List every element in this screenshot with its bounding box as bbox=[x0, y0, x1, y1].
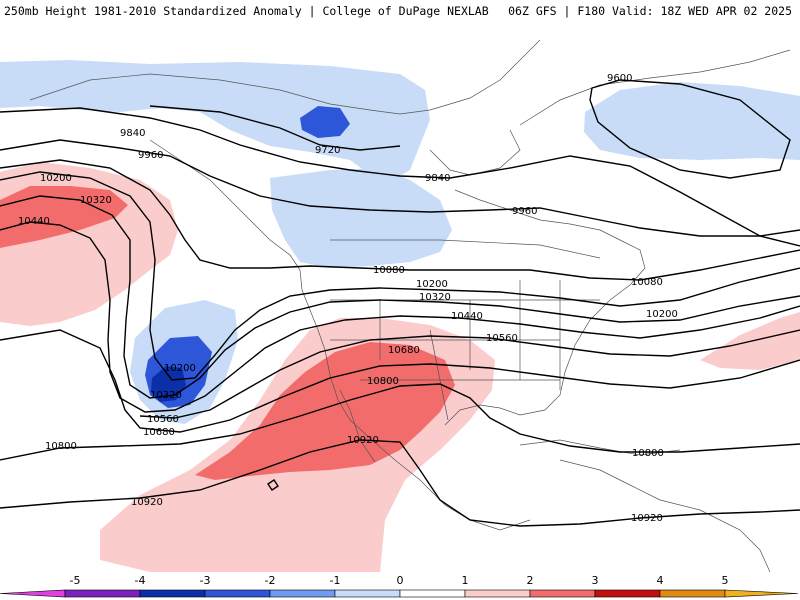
contour-label: 10560 bbox=[147, 414, 179, 425]
colorbar-tick-label: -4 bbox=[135, 574, 146, 587]
contour-label: 10080 bbox=[373, 265, 405, 276]
negative-anomaly-canada bbox=[270, 168, 452, 268]
colorbar-tick-label: 4 bbox=[657, 574, 664, 587]
contour-9960 bbox=[0, 139, 800, 237]
contour-label: 10320 bbox=[80, 195, 112, 206]
colorbar-swatch bbox=[269, 589, 336, 598]
contour-9840-a bbox=[0, 107, 800, 247]
contour-label: 10920 bbox=[131, 497, 163, 508]
contour-label: 10320 bbox=[150, 390, 182, 401]
negative-anomaly-alaska bbox=[0, 60, 430, 182]
contour-label: 10440 bbox=[451, 311, 483, 322]
contour-label: 10200 bbox=[416, 279, 448, 290]
contour-10680 bbox=[0, 329, 800, 433]
contour-label: 10920 bbox=[347, 435, 379, 446]
colorbar-swatch bbox=[594, 589, 661, 598]
colorbar-swatch bbox=[399, 589, 466, 598]
positive-anomaly-southwest-core bbox=[195, 342, 455, 480]
contour-label: 9600 bbox=[607, 73, 632, 84]
colorbar-tick-label: -5 bbox=[70, 574, 81, 587]
colorbar-swatches bbox=[0, 589, 799, 598]
contour-label: 9720 bbox=[315, 145, 340, 156]
contour-10440 bbox=[0, 221, 800, 413]
contour-label: 9840 bbox=[425, 173, 450, 184]
anomaly-map: 9600 9720 9840 9840 9960 9960 10080 1008… bbox=[0, 22, 800, 572]
contour-10920 bbox=[0, 439, 800, 527]
contour-label: 10800 bbox=[367, 376, 399, 387]
colorbar-tick-label: -3 bbox=[200, 574, 211, 587]
colorbar-swatch bbox=[0, 589, 66, 598]
contour-label: 10800 bbox=[632, 448, 664, 459]
model-run-info: 06Z GFS | F180 Valid: 18Z WED APR 02 202… bbox=[508, 4, 792, 18]
contour-small-loop bbox=[267, 479, 279, 491]
contour-10080 bbox=[0, 159, 800, 281]
contour-label: 10200 bbox=[40, 173, 72, 184]
colorbar-tick-labels: -5 -4 -3 -2 -1 0 1 2 3 4 5 bbox=[70, 574, 729, 587]
colorbar-tick-label: 3 bbox=[592, 574, 599, 587]
colorbar-swatch bbox=[334, 589, 401, 598]
colorbar-swatch bbox=[139, 589, 206, 598]
colorbar-swatch bbox=[659, 589, 726, 598]
colorbar-swatch bbox=[529, 589, 596, 598]
contour-label: 10800 bbox=[45, 441, 77, 452]
contour-9720 bbox=[149, 105, 401, 151]
colorbar-swatch bbox=[64, 589, 141, 598]
contour-label: 10560 bbox=[486, 333, 518, 344]
colorbar-tick-label: -2 bbox=[265, 574, 276, 587]
header: 250mb Height 1981-2010 Standardized Anom… bbox=[0, 0, 800, 22]
height-contours bbox=[0, 79, 800, 527]
contour-10200 bbox=[0, 171, 800, 381]
contour-label: 10200 bbox=[646, 309, 678, 320]
colorbar-tick-label: 0 bbox=[397, 574, 404, 587]
contour-10320 bbox=[0, 195, 800, 399]
positive-anomaly-pacific-core bbox=[0, 186, 128, 248]
colorbar-tick-label: -1 bbox=[330, 574, 341, 587]
colorbar-swatch bbox=[204, 589, 271, 598]
contour-label: 10440 bbox=[18, 216, 50, 227]
contour-label: 9960 bbox=[138, 150, 163, 161]
contour-9600 bbox=[589, 79, 791, 179]
contour-label: 9840 bbox=[120, 128, 145, 139]
contour-10560 bbox=[139, 329, 800, 419]
negative-anomaly-hudson bbox=[584, 82, 800, 160]
colorbar-tick-label: 5 bbox=[722, 574, 729, 587]
contour-10800 bbox=[0, 383, 800, 461]
colorbar-swatch bbox=[724, 589, 799, 598]
contour-label: 10200 bbox=[164, 363, 196, 374]
colorbar-swatch bbox=[464, 589, 531, 598]
colorbar-tick-label: 1 bbox=[462, 574, 469, 587]
contour-label: 10320 bbox=[419, 292, 451, 303]
map-title: 250mb Height 1981-2010 Standardized Anom… bbox=[4, 4, 489, 18]
colorbar: -5 -4 -3 -2 -1 0 1 2 3 4 5 bbox=[0, 574, 799, 598]
contour-label: 9960 bbox=[512, 206, 537, 217]
colorbar-tick-label: 2 bbox=[527, 574, 534, 587]
negative-anomaly-alaska-core bbox=[300, 106, 350, 138]
contour-label: 10680 bbox=[388, 345, 420, 356]
contour-label: 10080 bbox=[631, 277, 663, 288]
contour-label: 10920 bbox=[631, 513, 663, 524]
contour-labels: 9600 9720 9840 9840 9960 9960 10080 1008… bbox=[18, 73, 678, 524]
contour-label: 10680 bbox=[143, 427, 175, 438]
